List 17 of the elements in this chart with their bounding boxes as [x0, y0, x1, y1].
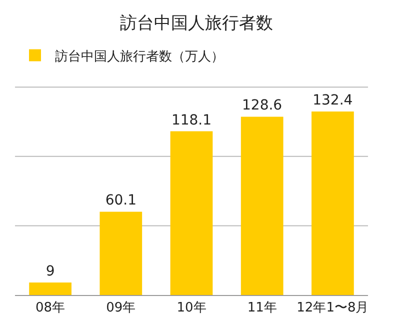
data-label: 132.4: [312, 92, 353, 108]
x-tick-label: 11年: [247, 300, 277, 316]
bar: [240, 116, 284, 295]
bar: [170, 131, 213, 295]
x-tick-label: 12年1〜8月: [296, 300, 369, 316]
data-label: 118.1: [171, 112, 212, 128]
data-label: 9: [46, 264, 55, 280]
bar: [100, 212, 142, 295]
x-tick-label: 10年: [176, 300, 206, 316]
data-label: 60.1: [105, 192, 136, 209]
bar: [312, 111, 354, 295]
legend-label: 訪台中国人旅行者数（万人）: [55, 49, 224, 64]
bar: [29, 282, 72, 295]
x-tick-label: 08年: [36, 300, 66, 316]
chart-title: 訪台中国人旅行者数: [120, 14, 273, 34]
data-label: 128.6: [242, 98, 282, 114]
x-tick-label: 09年: [106, 300, 136, 316]
